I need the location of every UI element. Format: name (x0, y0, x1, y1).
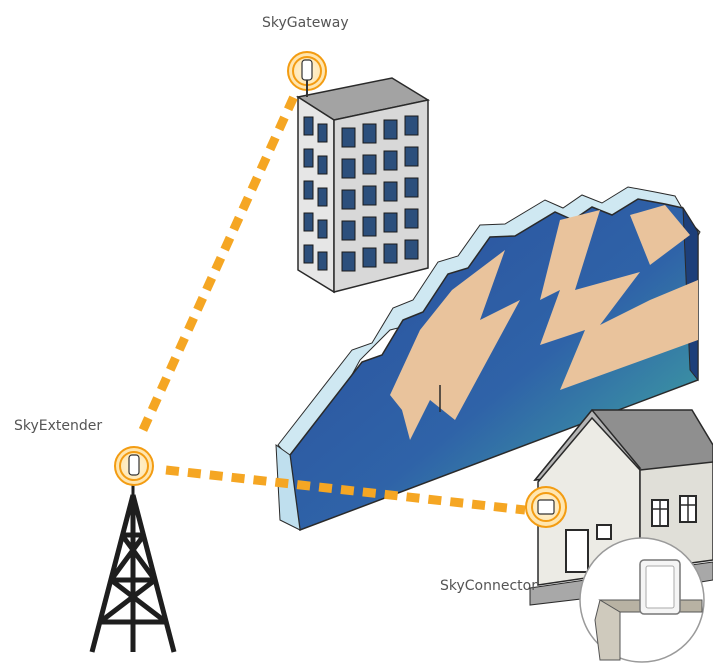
building-window (404, 177, 419, 198)
building-window (383, 181, 398, 202)
building-window (362, 185, 377, 206)
building-window (341, 127, 356, 148)
building-window (303, 212, 314, 232)
tower-icon (89, 478, 177, 653)
building-window (317, 123, 328, 143)
building-window (341, 189, 356, 210)
building-front (297, 95, 335, 294)
building-window (383, 119, 398, 140)
gateway-label: SkyGateway (262, 15, 349, 31)
building-window (383, 150, 398, 171)
office-building (296, 77, 430, 294)
wireless-links (138, 90, 526, 515)
building-window (362, 247, 377, 268)
building-window (383, 243, 398, 264)
gateway-radio-icon (287, 51, 327, 97)
house-door (565, 529, 589, 573)
connector-label: SkyConnector (440, 578, 537, 594)
house-window-front (596, 524, 612, 540)
building-window (404, 146, 419, 167)
terrain-wall (275, 186, 701, 532)
building-window (341, 158, 356, 179)
building-window (303, 244, 314, 264)
building-window (303, 148, 314, 168)
building-window (404, 239, 419, 260)
building-window (362, 123, 377, 144)
indoor-unit-inset (579, 537, 705, 663)
building-window (317, 155, 328, 175)
building-window (341, 220, 356, 241)
link-extender-connector (165, 465, 526, 515)
building-window (362, 154, 377, 175)
building-windows (303, 115, 419, 272)
building-window (404, 115, 419, 136)
building-window (362, 216, 377, 237)
wall-left-edge (275, 443, 301, 531)
connector-radio-icon (525, 486, 567, 528)
extender-radio-icon (114, 446, 154, 486)
building-window (303, 116, 314, 136)
building-window (303, 180, 314, 200)
link-extender-gateway (138, 90, 301, 432)
wall-lightning-3 (630, 205, 690, 265)
building-window (341, 251, 356, 272)
building-window (317, 219, 328, 239)
building-window (383, 212, 398, 233)
wall-lightning-1 (390, 250, 520, 440)
wall-lightning-2 (540, 210, 698, 390)
building-window (404, 208, 419, 229)
extender-label: SkyExtender (14, 418, 103, 434)
building-window (317, 251, 328, 271)
building-window (317, 187, 328, 207)
